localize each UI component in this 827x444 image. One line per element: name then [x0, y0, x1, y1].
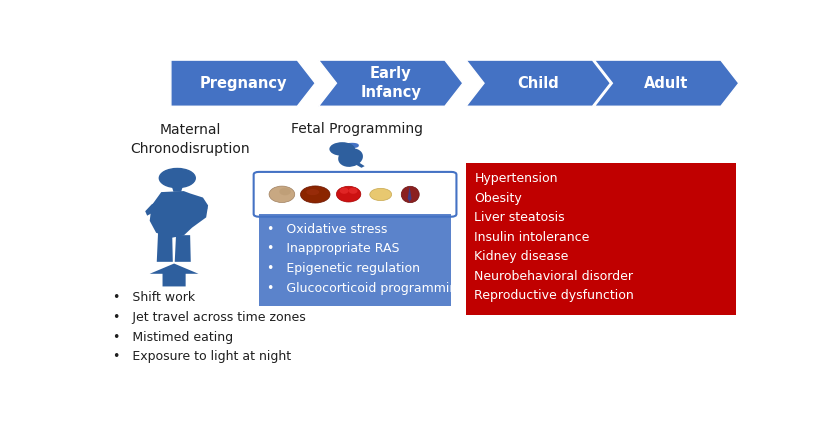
- Ellipse shape: [279, 188, 290, 195]
- Text: Child: Child: [517, 75, 558, 91]
- Ellipse shape: [337, 148, 362, 167]
- Ellipse shape: [348, 188, 357, 194]
- Polygon shape: [353, 162, 364, 168]
- FancyBboxPatch shape: [253, 172, 456, 217]
- Ellipse shape: [269, 186, 294, 202]
- Ellipse shape: [401, 186, 418, 202]
- Text: •   Shift work: • Shift work: [113, 291, 195, 304]
- Text: •   Inappropriate RAS: • Inappropriate RAS: [267, 242, 399, 255]
- Polygon shape: [150, 264, 198, 286]
- FancyBboxPatch shape: [466, 163, 734, 315]
- Text: Neurobehavioral disorder: Neurobehavioral disorder: [474, 270, 633, 283]
- Polygon shape: [190, 200, 208, 212]
- Ellipse shape: [306, 189, 318, 195]
- Text: Obesity: Obesity: [474, 192, 522, 205]
- Text: Liver steatosis: Liver steatosis: [474, 211, 564, 224]
- Polygon shape: [145, 200, 163, 216]
- Text: Hypertension: Hypertension: [474, 172, 557, 185]
- Ellipse shape: [300, 186, 330, 203]
- Text: •   Mistimed eating: • Mistimed eating: [113, 330, 233, 344]
- Text: Maternal
Chronodisruption: Maternal Chronodisruption: [130, 123, 250, 156]
- Text: Reproductive dysfunction: Reproductive dysfunction: [474, 289, 633, 302]
- Text: •   Exposure to light at night: • Exposure to light at night: [113, 350, 291, 363]
- FancyBboxPatch shape: [259, 214, 451, 306]
- Ellipse shape: [336, 186, 361, 202]
- Text: Early
Infancy: Early Infancy: [360, 67, 421, 100]
- Text: Kidney disease: Kidney disease: [474, 250, 568, 263]
- Polygon shape: [156, 233, 173, 262]
- Text: •   Oxidative stress: • Oxidative stress: [267, 222, 387, 235]
- Polygon shape: [172, 188, 182, 192]
- Text: Fetal Programming: Fetal Programming: [290, 122, 423, 136]
- Polygon shape: [174, 235, 190, 262]
- Text: •   Epigenetic regulation: • Epigenetic regulation: [267, 262, 419, 275]
- Polygon shape: [466, 60, 609, 106]
- Polygon shape: [318, 60, 462, 106]
- Polygon shape: [407, 186, 411, 202]
- Text: •   Jet travel across time zones: • Jet travel across time zones: [113, 311, 305, 324]
- Text: Insulin intolerance: Insulin intolerance: [474, 231, 589, 244]
- Polygon shape: [170, 60, 315, 106]
- Polygon shape: [150, 191, 208, 238]
- Ellipse shape: [370, 188, 391, 201]
- Ellipse shape: [339, 188, 348, 194]
- Text: Pregnancy: Pregnancy: [199, 75, 286, 91]
- Text: •   Glucocorticoid programming: • Glucocorticoid programming: [267, 282, 465, 295]
- Circle shape: [159, 168, 195, 188]
- Circle shape: [329, 142, 355, 156]
- Polygon shape: [594, 60, 738, 106]
- Text: Adult: Adult: [643, 75, 688, 91]
